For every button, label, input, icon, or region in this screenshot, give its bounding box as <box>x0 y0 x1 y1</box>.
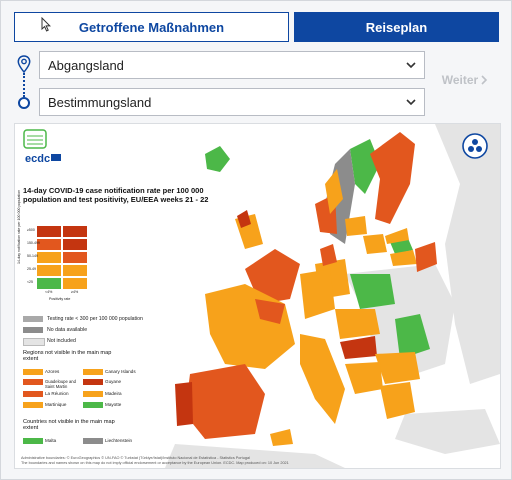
region-label: Mayotte <box>105 402 122 407</box>
matrix-x-label: Positivity rate <box>49 297 71 301</box>
country-label: Liechtenstein <box>105 438 133 443</box>
region-swatch <box>23 402 43 408</box>
map-footer-sources: Administrative boundaries: © EuroGeograp… <box>21 456 250 460</box>
route-connector <box>23 73 25 97</box>
next-button[interactable]: Weiter <box>435 65 495 95</box>
ecdc-logo-text: ecdc <box>25 153 50 165</box>
country-label: Malta <box>45 438 57 443</box>
tab-measures-label: Getroffene Maßnahmen <box>78 19 225 35</box>
countries-heading: Countries not visible in the main map ex… <box>23 419 115 431</box>
matrix-x-tick: ≥4% <box>71 290 79 294</box>
regions-heading: Regions not visible in the main map exte… <box>23 350 112 362</box>
mouse-cursor-icon <box>41 17 51 32</box>
legend-swatch <box>23 316 43 322</box>
region-label: Madeira <box>105 391 122 396</box>
region-swatch <box>83 391 103 397</box>
region-swatch <box>83 402 103 408</box>
departure-value: Abgangsland <box>48 57 124 73</box>
matrix-y-label: 14-day notification rate per 100 000 pop… <box>17 189 21 264</box>
region-label: Martinique <box>45 402 67 407</box>
departure-select[interactable]: Abgangsland <box>39 51 425 79</box>
chevron-right-icon <box>481 75 488 85</box>
destination-value: Bestimmungsland <box>48 94 152 110</box>
europe-map <box>15 124 500 468</box>
matrix-y-tick: ≥500 <box>27 228 35 232</box>
region-label: Canary Islands <box>105 369 136 374</box>
legend-swatch <box>23 338 45 346</box>
chevron-down-icon <box>406 62 416 69</box>
country-swatch <box>83 438 103 444</box>
region-label: Guyane <box>105 379 122 384</box>
region-swatch <box>23 369 43 375</box>
destination-dot-icon <box>18 97 30 109</box>
legend-matrix <box>37 226 87 289</box>
destination-select[interactable]: Bestimmungsland <box>39 88 425 116</box>
legend-label: Not included <box>47 338 76 344</box>
tab-travel-plan[interactable]: Reiseplan <box>294 12 499 42</box>
matrix-y-tick: <25 <box>27 280 33 284</box>
country-swatch <box>23 438 43 444</box>
matrix-y-tick: 25-49 <box>27 267 36 271</box>
map-footer-disclaimer: The boundaries and names shown on this m… <box>21 461 289 465</box>
region-label: Guadeloupe and Saint Martin <box>45 379 76 389</box>
legend-label: No data available <box>47 327 88 333</box>
region-swatch <box>23 391 43 397</box>
chevron-down-icon <box>406 99 416 106</box>
legend-label: Testing rate < 300 per 100 000 populatio… <box>47 316 143 322</box>
region-label: La Réunion <box>45 391 69 396</box>
location-pin-icon <box>17 55 31 73</box>
ecdc-logo: ecdc <box>23 129 61 165</box>
region-label: Azores <box>45 369 60 374</box>
region-swatch <box>83 369 103 375</box>
tab-travel-plan-label: Reiseplan <box>365 19 428 35</box>
map-title: 14-day COVID-19 case notification rate p… <box>23 186 209 204</box>
matrix-y-tick: 150-499 <box>27 241 40 245</box>
region-swatch <box>23 379 43 385</box>
next-label: Weiter <box>441 73 479 87</box>
legend-swatch <box>23 327 43 333</box>
matrix-x-tick: <4% <box>45 290 53 294</box>
layers-button-icon[interactable] <box>462 133 488 159</box>
tab-measures-taken[interactable]: Getroffene Maßnahmen <box>14 12 289 42</box>
covid-map-image: ecdc 14-day COVID-19 case notification r… <box>14 123 501 469</box>
region-swatch <box>83 379 103 385</box>
matrix-y-tick: 50-149 <box>27 254 38 258</box>
